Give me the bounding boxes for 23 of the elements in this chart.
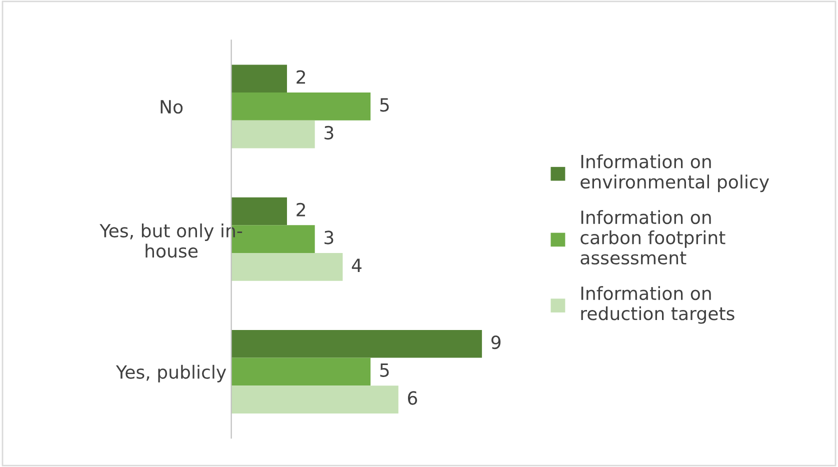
y-tick-label: Yes, publicly: [116, 364, 226, 382]
bar: [231, 92, 371, 120]
bar: [231, 253, 343, 281]
legend-label: Information on carbon footprint assessment: [580, 210, 726, 265]
data-label: 5: [380, 98, 389, 112]
data-label: 2: [296, 202, 305, 216]
data-label: 4: [352, 258, 362, 272]
data-label: 2: [296, 70, 305, 84]
data-label: 3: [324, 230, 334, 244]
bar: [231, 330, 482, 358]
y-tick-label: No: [160, 100, 183, 114]
bar: [231, 64, 287, 93]
data-label: 9: [491, 335, 500, 350]
bar: [231, 386, 398, 414]
legend-label: Information on environmental policy: [580, 154, 770, 192]
bar: [231, 120, 315, 148]
y-tick-label: Yes, but only in- house: [100, 224, 242, 258]
data-label: 6: [408, 391, 418, 405]
bar: [231, 358, 371, 386]
legend-label: Information on reduction targets: [581, 286, 734, 324]
bar: [231, 197, 287, 226]
data-label: 3: [324, 126, 334, 140]
data-label: 5: [380, 364, 389, 377]
